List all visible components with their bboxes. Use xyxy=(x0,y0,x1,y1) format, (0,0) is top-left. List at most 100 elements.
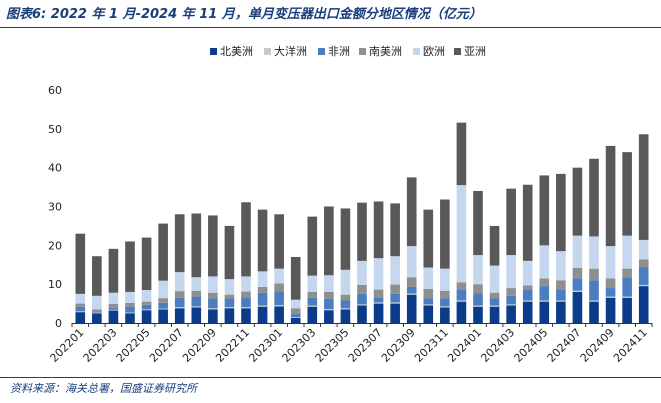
bar-segment xyxy=(274,283,284,292)
bar-segment xyxy=(108,307,119,310)
bar-segment xyxy=(307,216,318,276)
bar-segment xyxy=(274,291,284,306)
bar-segment xyxy=(589,301,599,323)
bar-segment xyxy=(556,300,566,302)
bar-segment xyxy=(506,255,516,289)
bar-segment xyxy=(539,245,550,279)
bar-segment xyxy=(572,278,583,291)
chart-title: 图表6: 2022 年 1 月-2024 年 11 月，单月变压器出口金额分地区… xyxy=(6,7,482,22)
bar-segment xyxy=(406,277,417,287)
bar-segment xyxy=(307,275,318,292)
x-tick-label: 202405 xyxy=(512,326,551,365)
legend-swatch xyxy=(454,48,461,55)
bar-segment xyxy=(456,301,467,323)
bar-segment xyxy=(208,308,218,310)
bar-segment xyxy=(208,292,218,299)
bar-segment xyxy=(324,206,334,276)
bar-segment xyxy=(324,291,334,299)
bar-segment xyxy=(456,289,467,301)
bar-segment xyxy=(489,298,500,306)
x-tick-label: 202205 xyxy=(114,326,153,365)
bar-segment xyxy=(174,214,185,273)
bar-segment xyxy=(423,209,434,268)
bar-segment xyxy=(605,297,616,323)
x-tick-label: 202209 xyxy=(180,326,219,365)
bar-segment xyxy=(556,173,566,252)
bar-segment xyxy=(92,311,102,313)
bar-segment xyxy=(208,298,218,309)
bar-segment xyxy=(274,214,284,269)
bar-segment xyxy=(589,268,599,281)
bar-segment xyxy=(224,308,235,323)
bar-segment xyxy=(539,301,550,323)
x-tick-label: 202411 xyxy=(611,326,650,365)
bar-segment xyxy=(572,267,583,279)
bar-segment xyxy=(290,314,301,318)
bar-segment xyxy=(92,256,102,296)
bar-segment xyxy=(390,203,400,257)
bar-segment xyxy=(473,293,483,306)
bar-segment xyxy=(208,276,218,293)
bar-segment xyxy=(108,292,119,304)
bar-segment xyxy=(572,235,583,268)
bar-segment xyxy=(440,290,450,299)
bar-segment xyxy=(340,269,351,295)
bar-segment xyxy=(307,291,318,298)
source-note: 资料来源：海关总署，国盛证券研究所 xyxy=(10,382,197,395)
bar-segment xyxy=(390,284,400,294)
bar-segment xyxy=(224,294,235,299)
bar-segment xyxy=(141,309,152,311)
bar-segment xyxy=(390,303,400,323)
bar-segment xyxy=(340,308,351,310)
bar-segment xyxy=(622,277,632,297)
bar-segment xyxy=(638,284,649,287)
bar-segment xyxy=(257,271,268,287)
bar-segment xyxy=(307,306,318,323)
x-tick-label: 202211 xyxy=(213,326,252,365)
bar-segment xyxy=(539,278,550,287)
y-axis: 0 10 20 30 40 50 60 xyxy=(48,84,62,330)
bar-segment xyxy=(257,306,268,323)
bar-segment xyxy=(373,297,384,303)
bar-segment xyxy=(522,260,533,286)
bar-segment xyxy=(191,307,202,323)
bar-segment xyxy=(622,296,632,298)
bar-segment xyxy=(406,177,417,247)
x-tick-label: 202407 xyxy=(545,326,584,365)
x-tick-label: 202409 xyxy=(578,326,617,365)
bar-segment xyxy=(224,298,235,308)
bar-segment xyxy=(456,122,467,186)
bar-segment xyxy=(108,248,119,293)
bar-segment xyxy=(241,202,251,277)
legend-swatch xyxy=(359,48,366,55)
bar-segment xyxy=(92,309,102,312)
bar-segment xyxy=(440,298,450,307)
bar-segment xyxy=(423,305,434,323)
legend-swatch xyxy=(413,48,420,55)
bar-segment xyxy=(589,158,599,237)
bar-segment xyxy=(174,291,185,298)
bar-segment xyxy=(423,304,434,306)
bar-segment xyxy=(556,301,566,323)
x-tick-label: 202401 xyxy=(445,326,484,365)
title-divider xyxy=(0,27,661,28)
bar-segment xyxy=(257,209,268,272)
bar-segment xyxy=(605,278,616,289)
bar-segment xyxy=(473,305,483,307)
bar-segment xyxy=(638,286,649,323)
source-divider xyxy=(0,377,661,378)
bar-segment xyxy=(506,188,516,256)
legend-label: 亚洲 xyxy=(464,45,486,58)
bar-segment xyxy=(191,296,202,307)
legend-swatch xyxy=(264,48,271,55)
bar-segment xyxy=(125,313,135,323)
bar-segment xyxy=(506,288,516,296)
bar-segment xyxy=(373,201,384,259)
bar-segment xyxy=(589,300,599,302)
bar-segment xyxy=(440,268,450,291)
bars xyxy=(75,122,649,323)
bar-segment xyxy=(622,268,632,278)
bar-segment xyxy=(191,290,202,297)
legend-label: 欧洲 xyxy=(423,45,445,58)
bar-segment xyxy=(506,305,516,323)
